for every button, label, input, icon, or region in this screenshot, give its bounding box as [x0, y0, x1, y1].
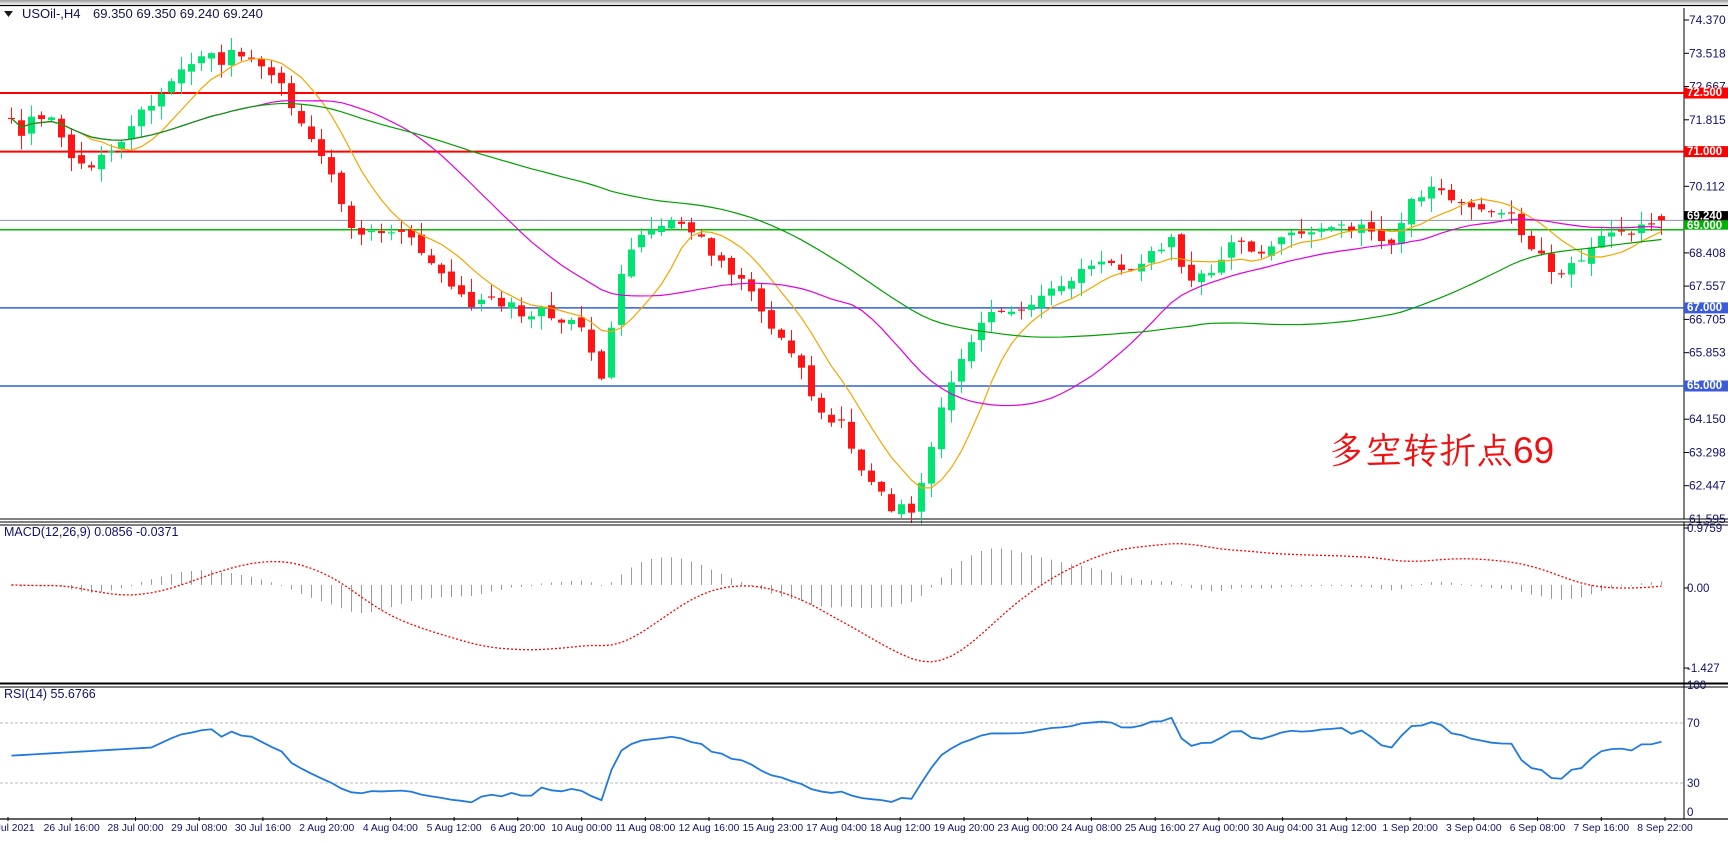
svg-text:USOil-,H4: USOil-,H4	[22, 6, 81, 21]
svg-text:67.557: 67.557	[1689, 279, 1726, 293]
svg-text:64.150: 64.150	[1689, 412, 1726, 426]
svg-text:67.000: 67.000	[1687, 302, 1722, 314]
svg-text:31 Aug 12:00: 31 Aug 12:00	[1316, 823, 1377, 834]
svg-text:30 Aug 04:00: 30 Aug 04:00	[1252, 823, 1313, 834]
svg-text:72.500: 72.500	[1687, 87, 1722, 99]
svg-text:70.112: 70.112	[1689, 179, 1725, 193]
svg-text:6 Aug 20:00: 6 Aug 20:00	[490, 823, 545, 834]
svg-text:18 Aug 12:00: 18 Aug 12:00	[870, 823, 931, 834]
svg-text:0: 0	[1687, 807, 1693, 819]
svg-text:7 Sep 16:00: 7 Sep 16:00	[1574, 823, 1630, 834]
svg-text:62.447: 62.447	[1689, 479, 1726, 493]
svg-text:25 Aug 16:00: 25 Aug 16:00	[1125, 823, 1186, 834]
svg-text:12 Aug 16:00: 12 Aug 16:00	[679, 823, 740, 834]
svg-text:100: 100	[1687, 680, 1706, 692]
svg-text:71.000: 71.000	[1687, 146, 1722, 158]
svg-text:27 Aug 00:00: 27 Aug 00:00	[1189, 823, 1250, 834]
svg-text:26 Jul 16:00: 26 Jul 16:00	[44, 823, 100, 834]
svg-text:29 Jul 08:00: 29 Jul 08:00	[171, 823, 227, 834]
svg-text:17 Aug 04:00: 17 Aug 04:00	[806, 823, 867, 834]
svg-text:28 Jul 00:00: 28 Jul 00:00	[107, 823, 163, 834]
svg-text:68.408: 68.408	[1689, 246, 1726, 260]
svg-text:69.000: 69.000	[1687, 220, 1722, 232]
svg-text:63.298: 63.298	[1689, 446, 1726, 460]
svg-text:MACD(12,26,9) 0.0856 -0.0371: MACD(12,26,9) 0.0856 -0.0371	[4, 525, 178, 539]
svg-text:8 Sep 22:00: 8 Sep 22:00	[1637, 823, 1693, 834]
svg-text:6 Sep 08:00: 6 Sep 08:00	[1510, 823, 1566, 834]
svg-text:多空转折点69: 多空转折点69	[1328, 425, 1554, 474]
svg-text:71.815: 71.815	[1689, 113, 1726, 127]
svg-text:30: 30	[1687, 778, 1700, 790]
svg-text:65.000: 65.000	[1687, 380, 1722, 392]
svg-text:74.370: 74.370	[1689, 13, 1726, 27]
svg-text:2 Aug 20:00: 2 Aug 20:00	[299, 823, 354, 834]
svg-text:24 Aug 08:00: 24 Aug 08:00	[1061, 823, 1122, 834]
svg-text:19 Aug 20:00: 19 Aug 20:00	[934, 823, 995, 834]
svg-text:66.705: 66.705	[1689, 312, 1726, 326]
svg-text:-1.427: -1.427	[1687, 663, 1720, 675]
svg-text:4 Aug 04:00: 4 Aug 04:00	[363, 823, 418, 834]
svg-text:70: 70	[1687, 718, 1700, 730]
svg-text:5 Aug 12:00: 5 Aug 12:00	[427, 823, 482, 834]
svg-text:30 Jul 16:00: 30 Jul 16:00	[235, 823, 291, 834]
svg-text:11 Aug 08:00: 11 Aug 08:00	[615, 823, 675, 834]
svg-text:65.853: 65.853	[1689, 346, 1726, 360]
svg-text:69.350 69.350 69.240 69.240: 69.350 69.350 69.240 69.240	[93, 6, 263, 21]
svg-text:0.9759: 0.9759	[1687, 523, 1722, 535]
svg-text:0.00: 0.00	[1687, 583, 1709, 595]
svg-text:1 Sep 20:00: 1 Sep 20:00	[1382, 823, 1438, 834]
svg-text:10 Aug 00:00: 10 Aug 00:00	[551, 823, 612, 834]
svg-text:3 Sep 04:00: 3 Sep 04:00	[1446, 823, 1502, 834]
svg-text:73.518: 73.518	[1689, 46, 1726, 60]
svg-text:15 Aug 23:00: 15 Aug 23:00	[742, 823, 803, 834]
svg-text:23 Aug 00:00: 23 Aug 00:00	[997, 823, 1058, 834]
svg-text:RSI(14) 55.6766: RSI(14) 55.6766	[4, 687, 96, 701]
svg-text:23 Jul 2021: 23 Jul 2021	[0, 823, 35, 834]
